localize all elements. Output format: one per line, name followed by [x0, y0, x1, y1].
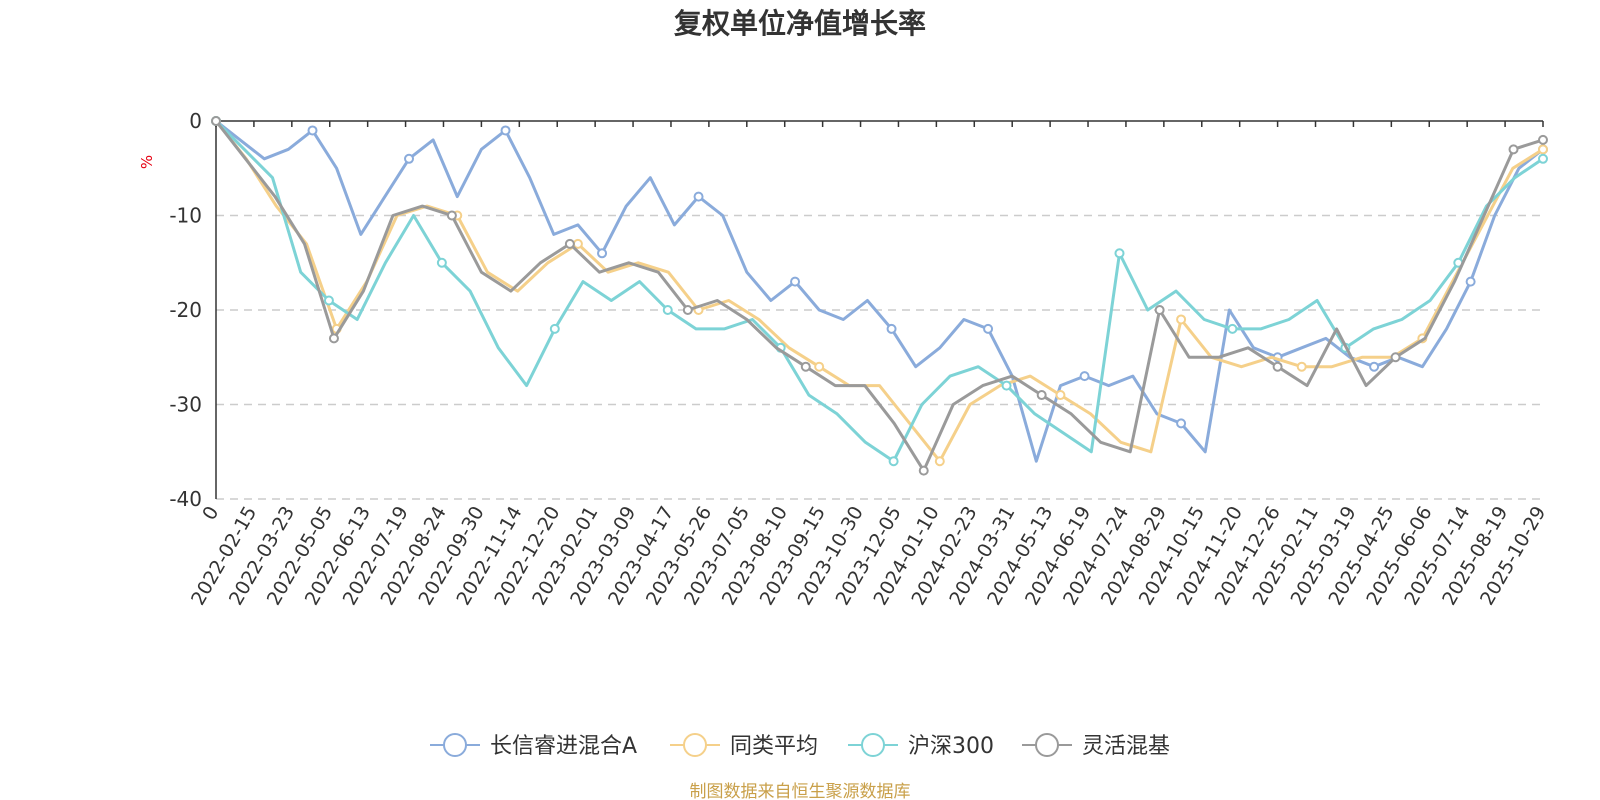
series-point-0: [1465, 276, 1476, 287]
series-point-1: [934, 456, 945, 467]
series-point-2: [323, 295, 334, 306]
legend-item-0[interactable]: 长信睿进混合A: [430, 733, 637, 759]
legend-label: 长信睿进混合A: [490, 734, 637, 759]
legend[interactable]: 长信睿进混合A 同类平均 沪深300 灵活混基: [430, 733, 1170, 759]
series-point-2: [436, 257, 447, 268]
x-axis-ticks: 02022-02-152022-03-232022-05-052022-06-1…: [187, 502, 1550, 609]
series-line-2: [214, 119, 1544, 463]
series-line-3: [214, 120, 1544, 473]
y-tick-label: -10: [169, 204, 202, 228]
legend-marker-icon: [443, 733, 467, 757]
series-point-2: [549, 323, 560, 334]
series-point-3: [800, 361, 811, 372]
series-point-3: [682, 305, 693, 315]
series-point-1: [1538, 144, 1548, 155]
x-tick-label: 0: [198, 503, 223, 524]
y-axis-unit: %: [138, 155, 156, 169]
series-point-3: [211, 116, 221, 126]
legend-label: 同类平均: [730, 734, 818, 759]
y-tick-label: -40: [169, 487, 202, 511]
y-tick-label: -20: [169, 298, 202, 322]
series-point-3: [328, 333, 339, 344]
series-point-2: [888, 456, 899, 467]
chart-title: 复权单位净值增长率: [674, 7, 926, 40]
axes: [215, 120, 1544, 499]
series-point-2: [662, 305, 673, 315]
series-point-0: [790, 276, 801, 287]
series-point-0: [1369, 361, 1380, 372]
series-point-0: [307, 125, 318, 136]
series-lines: [211, 116, 1548, 476]
legend-item-2[interactable]: 沪深300: [848, 733, 994, 759]
y-axis-ticks: 0 -10 -20 -30 -40: [169, 109, 202, 511]
series-point-1: [814, 361, 825, 372]
series-point-3: [1508, 144, 1519, 155]
series-point-3: [1036, 390, 1047, 401]
series-point-0: [1079, 371, 1090, 382]
series-point-3: [446, 210, 457, 221]
series-point-2: [1114, 248, 1125, 259]
legend-label: 沪深300: [908, 734, 994, 759]
series-point-3: [564, 238, 575, 249]
series-point-1: [1296, 361, 1307, 372]
series-point-0: [983, 323, 994, 334]
legend-marker-icon: [1035, 733, 1059, 757]
series-point-2: [1001, 380, 1012, 391]
legend-marker-icon: [683, 733, 707, 757]
grid-lines: [216, 214, 1543, 500]
series-point-0: [693, 191, 704, 202]
series-point-3: [1154, 305, 1165, 315]
legend-item-3[interactable]: 灵活混基: [1022, 733, 1170, 759]
series-point-2: [1538, 153, 1548, 164]
series-point-0: [886, 323, 897, 334]
series-point-3: [1272, 361, 1283, 372]
legend-label: 灵活混基: [1082, 734, 1170, 759]
series-point-3: [918, 465, 929, 476]
series-point-0: [1176, 418, 1187, 429]
y-tick-label: -30: [169, 393, 202, 417]
series-line-0: [215, 119, 1544, 463]
y-tick-label: 0: [189, 109, 202, 133]
series-point-1: [572, 238, 583, 249]
source-note: 制图数据来自恒生聚源数据库: [690, 782, 911, 800]
series-line-1: [214, 120, 1544, 463]
series-point-3: [1390, 352, 1401, 363]
series-point-1: [1176, 314, 1187, 325]
series-point-3: [1538, 134, 1548, 145]
legend-marker-icon: [861, 733, 885, 757]
series-point-2: [1227, 323, 1238, 334]
series-point-1: [1055, 390, 1066, 401]
series-point-0: [597, 248, 608, 259]
series-point-0: [404, 153, 415, 164]
legend-item-1[interactable]: 同类平均: [670, 733, 818, 759]
series-point-0: [500, 125, 511, 136]
